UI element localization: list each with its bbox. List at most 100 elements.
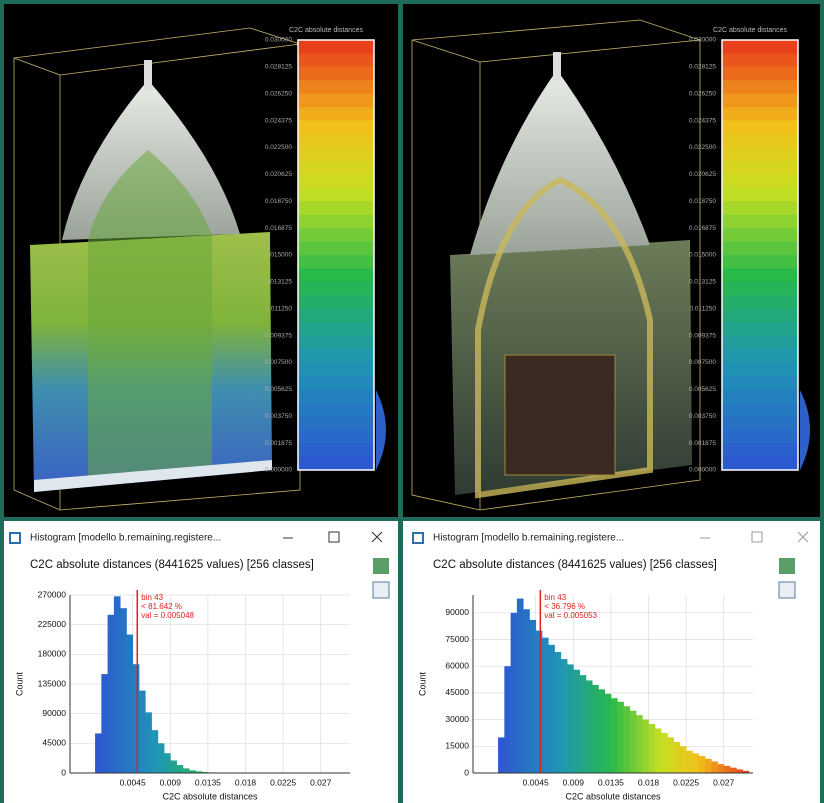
histogram-bar — [170, 760, 177, 773]
scale-band — [722, 281, 798, 296]
scale-band — [722, 174, 798, 189]
scale-label: 0.011250 — [689, 305, 716, 312]
y-tick-label: 0 — [464, 767, 469, 777]
x-tick-label: 0.0225 — [270, 777, 296, 787]
histogram-bar — [698, 756, 706, 773]
histogram-bar — [95, 733, 102, 773]
scale-label: 0.030000 — [265, 37, 292, 44]
scale-band — [298, 134, 374, 148]
histogram-bar — [723, 765, 731, 773]
scale-band — [722, 335, 798, 350]
x-tick-label: 0.018 — [235, 777, 257, 787]
histogram-bar — [654, 728, 662, 773]
histogram-bar — [101, 674, 109, 773]
window-controls[interactable] — [283, 531, 809, 543]
histogram-bar — [113, 596, 121, 773]
scale-band — [722, 187, 798, 202]
toolbar-icons[interactable] — [372, 558, 796, 599]
scale-histogram — [376, 390, 386, 470]
scale-label: 0.013125 — [265, 279, 292, 286]
y-tick-label: 60000 — [445, 660, 469, 670]
scale-label: 0.028125 — [265, 64, 292, 71]
histogram-bar — [567, 664, 574, 773]
y-tick-label: 15000 — [445, 741, 469, 751]
scale-band — [298, 429, 374, 444]
scale-border — [297, 39, 375, 471]
scale-band — [298, 187, 374, 202]
scale-band — [298, 93, 374, 108]
scale-band — [298, 255, 374, 269]
scale-label: 0.024375 — [265, 117, 292, 124]
histogram-bar — [107, 614, 115, 773]
scale-band — [722, 93, 798, 108]
scale-band — [722, 322, 798, 337]
marker-annotation: bin 43 — [141, 593, 163, 602]
scale-band — [298, 456, 374, 471]
scale-label: 0.005625 — [265, 386, 292, 393]
scale-label: 0.003750 — [689, 413, 716, 420]
histogram-bar — [145, 712, 152, 773]
scale-band — [722, 147, 798, 162]
y-axis-label: Count — [14, 672, 24, 697]
histogram-bar — [554, 651, 562, 773]
window-title: Histogram [modello b.remaining.registere… — [433, 533, 624, 544]
scale-band — [722, 228, 798, 243]
histogram-bar — [692, 753, 700, 773]
histogram-bar — [635, 715, 643, 773]
histogram-bar — [730, 767, 737, 773]
scale-band — [298, 66, 374, 81]
histogram-bar — [164, 753, 171, 773]
scale-band — [298, 402, 374, 417]
scale-band — [722, 160, 798, 175]
scale-band — [298, 147, 374, 162]
marker-label: val = 0.005048 — [141, 611, 194, 620]
x-tick-label: 0.018 — [638, 777, 660, 787]
y-tick-label: 0 — [61, 767, 66, 777]
scale-label: 0.022500 — [265, 144, 292, 151]
histogram-bar — [623, 706, 631, 773]
histogram-bar — [717, 764, 725, 773]
scale-label: 0.013125 — [689, 279, 716, 286]
scale-label: 0.024375 — [689, 117, 716, 124]
histogram-bar — [195, 771, 203, 773]
y-tick-label: 90000 — [445, 607, 469, 617]
app-icon — [9, 532, 21, 544]
marker-annotation: bin 43 — [544, 593, 566, 602]
scale-band — [298, 322, 374, 337]
histogram-bar — [504, 666, 512, 773]
histogram-bar — [573, 669, 580, 773]
histogram-bar — [742, 770, 750, 773]
scale-label: 0.020625 — [265, 171, 292, 178]
scale-band — [298, 281, 374, 296]
histogram-bar — [736, 769, 743, 773]
scale-label: 0.016875 — [689, 225, 716, 232]
scale-band — [298, 120, 374, 135]
marker-label: val = 0.005053 — [544, 611, 597, 620]
scale-band — [722, 214, 798, 229]
y-tick-label: 90000 — [42, 708, 66, 718]
scale-band — [298, 174, 374, 189]
x-tick-label: 0.0045 — [120, 777, 146, 787]
scale-band — [298, 375, 374, 390]
scale-label: 0.020625 — [689, 171, 716, 178]
scale-label: 0.026250 — [265, 90, 292, 97]
scale-band — [722, 268, 798, 283]
scale-band — [722, 295, 798, 310]
x-tick-label: 0.027 — [713, 777, 735, 787]
scale-band — [722, 456, 798, 471]
x-axis-label: C2C absolute distances — [162, 791, 258, 801]
histogram-bar — [120, 608, 127, 773]
scale-label: 0.007500 — [689, 359, 716, 366]
x-axis-label: C2C absolute distances — [565, 791, 661, 801]
histogram-bar — [176, 765, 184, 773]
histogram-bar — [711, 761, 718, 773]
scale-label: 0.000000 — [265, 467, 292, 474]
histogram-bar — [510, 612, 518, 773]
scale-band — [722, 389, 798, 404]
histogram-bar — [182, 768, 190, 773]
scale-label: 0.005625 — [689, 386, 716, 393]
scale-band — [298, 40, 374, 54]
histogram-bar — [579, 675, 587, 773]
x-tick-label: 0.0135 — [195, 777, 221, 787]
histogram-bar — [610, 698, 618, 773]
